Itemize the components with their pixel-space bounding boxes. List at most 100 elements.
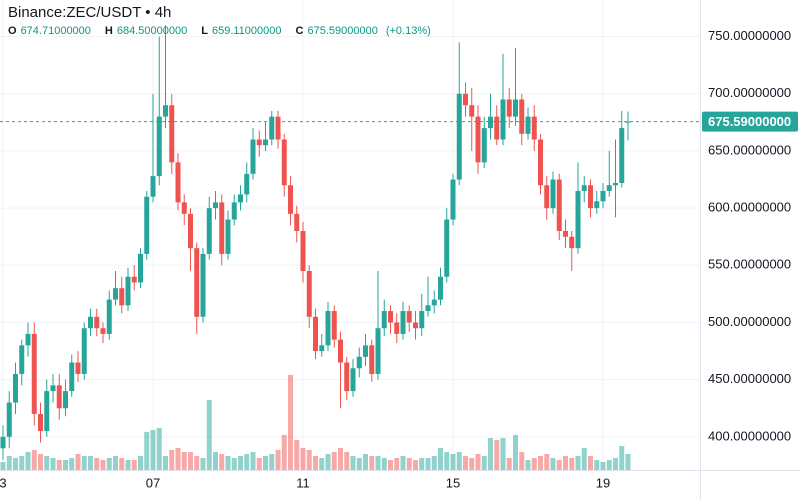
volume-bar	[206, 400, 212, 470]
volume-bar	[350, 456, 356, 470]
volume-bar	[494, 440, 500, 470]
candle-body	[569, 236, 575, 249]
volume-bar	[388, 460, 393, 470]
volume-bar	[506, 458, 512, 470]
candle-body	[431, 299, 437, 306]
volume-bar	[319, 458, 325, 470]
volume-bar	[306, 450, 312, 470]
volume-bar	[406, 458, 412, 470]
volume-bar	[513, 435, 518, 470]
last-price-label: 675.59000000	[708, 114, 791, 129]
volume-bar	[294, 440, 300, 470]
candle-body	[238, 194, 243, 203]
candle-body	[425, 305, 431, 312]
candle-body	[519, 99, 525, 134]
volume-bar	[450, 454, 456, 470]
volume-bar	[313, 456, 318, 470]
volume-bar	[569, 458, 575, 470]
volume-bar	[588, 456, 593, 470]
volume-bar	[175, 448, 181, 470]
volume-bar	[369, 456, 375, 470]
candle-body	[231, 202, 237, 220]
candle-body	[206, 208, 212, 254]
y-tick-label: 550.00000000	[708, 257, 791, 272]
volume-bar	[338, 448, 343, 470]
candle-body	[388, 311, 393, 323]
candle-body	[563, 230, 568, 237]
candle-body	[463, 93, 468, 106]
volume-bar	[438, 448, 443, 470]
volume-bar	[25, 452, 31, 470]
volume-bar	[481, 456, 487, 470]
candle-body	[63, 391, 68, 409]
volume-bar	[181, 452, 187, 470]
candle-body	[250, 139, 256, 174]
volume-bar	[463, 456, 468, 470]
candle-body	[106, 299, 112, 334]
volume-bar	[225, 456, 231, 470]
volume-bar	[69, 458, 75, 470]
candle-body	[306, 271, 312, 317]
volume-bar	[188, 452, 193, 470]
candle-body	[513, 99, 518, 117]
x-tick-label: 15	[446, 475, 460, 490]
candle-body	[131, 276, 137, 283]
candle-body	[444, 219, 450, 277]
volume-bar	[100, 460, 106, 470]
volume-bar	[0, 462, 6, 470]
volume-bar	[456, 452, 462, 470]
volume-bar	[250, 452, 256, 470]
candle-body	[344, 362, 350, 392]
volume-bar	[469, 458, 475, 470]
candle-body	[469, 105, 475, 117]
volume-bar	[544, 454, 550, 470]
candle-body	[381, 311, 387, 329]
volume-bar	[63, 460, 68, 470]
volume-bar	[138, 456, 143, 470]
volume-bar	[394, 458, 400, 470]
candle-body	[50, 385, 56, 392]
candle-body	[38, 413, 43, 432]
last-price-box	[702, 111, 798, 132]
ohlc-label: L	[201, 25, 208, 37]
change: (+0.13%)	[386, 25, 431, 37]
candle-body	[538, 139, 543, 186]
candle-body	[300, 230, 306, 272]
candle-body	[531, 116, 537, 140]
candle-body	[56, 385, 62, 409]
volume-bar	[613, 458, 618, 470]
volume-bar	[488, 438, 493, 470]
volume-bar	[150, 430, 156, 470]
x-tick-label: 07	[146, 475, 160, 490]
volume-bar	[525, 460, 531, 470]
volume-bar	[375, 456, 381, 470]
volume-bar	[200, 458, 206, 470]
candle-body	[244, 173, 250, 195]
volume-bar	[44, 456, 50, 470]
volume-bar	[425, 458, 431, 470]
volume-bar	[500, 438, 506, 470]
candle-body	[213, 202, 218, 209]
volume-bar	[325, 454, 331, 470]
candle-body	[488, 116, 493, 129]
candle-body	[200, 253, 206, 317]
y-tick-label: 600.00000000	[708, 200, 791, 215]
candle-body	[256, 139, 262, 146]
x-tick-label: 3	[0, 475, 7, 490]
candle-body	[113, 288, 118, 300]
candle-body	[81, 328, 87, 374]
candle-body	[163, 105, 168, 117]
candle-body	[606, 185, 612, 191]
candle-body	[275, 116, 281, 140]
candle-body	[144, 196, 150, 254]
candle-body	[69, 362, 75, 392]
volume-bar	[519, 452, 525, 470]
volume-bar	[444, 452, 450, 470]
candle-body	[100, 328, 106, 334]
candle-body	[25, 333, 31, 346]
volume-bar	[106, 458, 112, 470]
ohlc-label: O	[8, 25, 17, 37]
volume-bar	[113, 456, 118, 470]
